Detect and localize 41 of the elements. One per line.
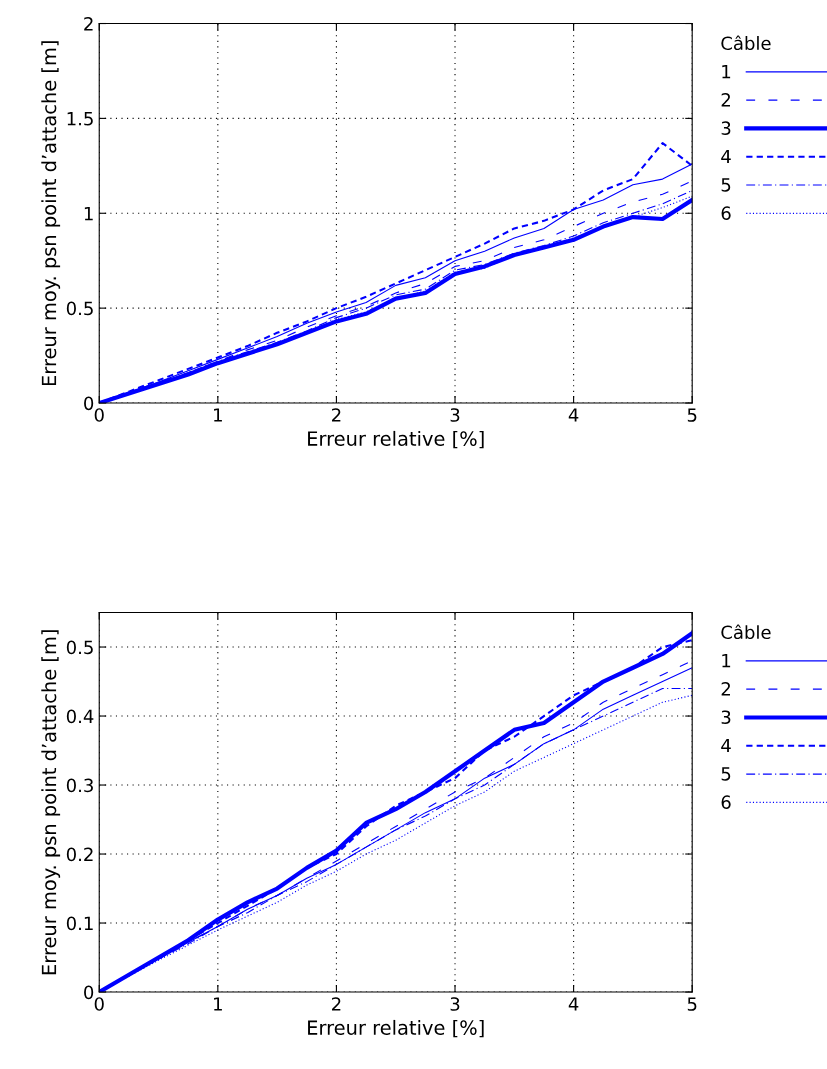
y-axis-title: Erreur moy. psn point d’attache [m] (41, 41, 61, 386)
y-tick-label: 0.5 (66, 301, 93, 316)
legend-label: 6 (721, 795, 731, 809)
y-axis-title: Erreur moy. psn point d’attache [m] (41, 630, 61, 975)
y-tick-label: 0 (84, 985, 94, 1000)
y-tick-label: 0.1 (66, 916, 93, 931)
y-tick-label: 0.4 (66, 709, 94, 724)
y-tick-label: 0 (84, 396, 94, 411)
x-tick-label: 0 (94, 408, 104, 422)
y-tick-label: 2 (84, 16, 93, 31)
legend-label: 5 (721, 767, 731, 781)
legend-label: 2 (721, 682, 730, 696)
y-tick-label: 1 (84, 206, 93, 221)
legend-title: Câble (721, 35, 771, 51)
x-tick-label: 4 (568, 408, 579, 422)
x-tick-label: 2 (332, 408, 341, 422)
legend-label: 3 (721, 710, 731, 725)
x-axis-title: Erreur relative [%] (308, 430, 484, 449)
x-axis-title: Erreur relative [%] (308, 1019, 484, 1038)
y-tick-label: 0.3 (66, 778, 93, 793)
legend-title: Câble (721, 624, 771, 640)
x-tick-label: 5 (687, 997, 697, 1011)
x-tick-label: 1 (214, 997, 222, 1011)
x-tick-label: 3 (450, 408, 460, 422)
y-tick-label: 0.5 (66, 640, 93, 655)
x-tick-label: 1 (214, 408, 222, 422)
legend-label: 5 (721, 178, 731, 192)
x-tick-label: 2 (332, 997, 341, 1011)
legend-label: 1 (722, 64, 731, 79)
x-tick-label: 4 (568, 997, 579, 1011)
x-tick-label: 3 (450, 997, 460, 1011)
legend-label: 4 (721, 738, 731, 753)
x-tick-label: 5 (687, 408, 697, 422)
legend-label: 2 (721, 93, 730, 107)
legend-label: 6 (721, 206, 731, 220)
legend-label: 1 (722, 654, 731, 668)
y-tick-label: 1.5 (67, 112, 93, 126)
y-tick-label: 0.2 (66, 847, 93, 862)
x-tick-label: 0 (94, 997, 104, 1011)
legend-label: 4 (721, 149, 731, 164)
legend-label: 3 (721, 121, 731, 136)
